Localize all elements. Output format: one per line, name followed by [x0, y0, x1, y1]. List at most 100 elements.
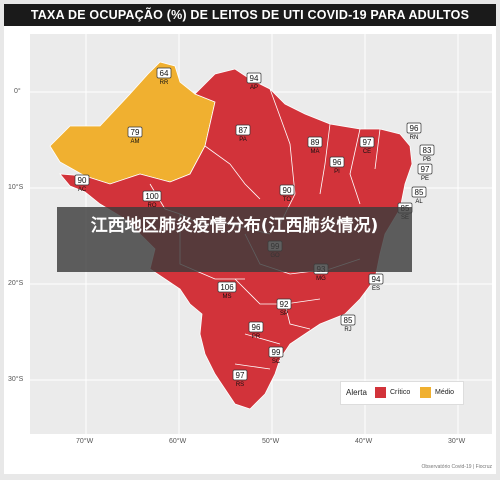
state-value: 96 [410, 124, 419, 133]
state-value: 85 [344, 316, 353, 325]
state-label-ro: 100 RO [142, 190, 162, 209]
y-tick-30s: 30°S [8, 376, 24, 383]
state-value: 96 [333, 158, 342, 167]
state-uf: RJ [344, 327, 351, 333]
state-uf: PE [421, 176, 429, 182]
state-value: 97 [363, 138, 372, 147]
credit: Observatório Covid-19 | Fiocruz [421, 464, 493, 470]
state-uf: AC [78, 187, 87, 193]
state-label-box [329, 156, 345, 168]
state-label-rj: 85 RJ [340, 314, 356, 333]
state-label-ce: 97 CE [359, 136, 375, 155]
state-label-box [232, 369, 248, 381]
state-label-ms: 106 MS [217, 281, 237, 300]
state-label-box [340, 314, 356, 326]
state-label-box [246, 72, 262, 84]
state-label-pa: 87 PA [235, 124, 251, 143]
state-uf: RR [160, 80, 169, 86]
state-uf: MG [316, 276, 326, 282]
state-label-box [235, 124, 251, 136]
state-label-box [268, 346, 284, 358]
x-tick-50w: 50°W [262, 438, 280, 445]
state-uf: SC [272, 359, 281, 365]
state-uf: MA [311, 149, 320, 155]
state-value: 99 [272, 348, 281, 357]
legend: Alerta Crítico Médio [340, 381, 464, 405]
state-uf: PR [252, 334, 261, 340]
state-label-box [142, 190, 162, 202]
y-tick-10s: 10°S [8, 184, 24, 191]
state-label-to: 90 TO [279, 184, 295, 203]
state-uf: RS [236, 382, 244, 388]
state-uf: MS [223, 294, 232, 300]
x-tick-60w: 60°W [169, 438, 187, 445]
legend-label-critico: Crítico [390, 389, 411, 396]
state-uf: AM [131, 139, 140, 145]
legend-label-medio: Médio [435, 389, 455, 396]
legend-title: Alerta [346, 388, 367, 397]
state-value: 94 [250, 74, 259, 83]
state-label-box [279, 184, 295, 196]
legend-swatch-critico [375, 387, 386, 398]
state-label-es: 94 ES [368, 273, 384, 292]
state-label-pe: 97 PE [417, 163, 433, 182]
y-tick-0: 0° [14, 88, 21, 95]
state-value: 79 [131, 128, 140, 137]
state-label-al: 85 AL [411, 186, 427, 205]
state-label-pr: 96 PR [248, 321, 264, 340]
state-label-rr: 64 RR [156, 67, 172, 86]
state-label-box [307, 136, 323, 148]
state-uf: CE [363, 149, 371, 155]
state-label-box [74, 174, 90, 186]
state-value: 90 [283, 186, 292, 195]
state-uf: PB [423, 157, 431, 163]
state-uf: ES [372, 286, 380, 292]
state-uf: RN [410, 135, 419, 141]
state-label-box [359, 136, 375, 148]
state-value: 94 [372, 275, 381, 284]
state-value: 90 [78, 176, 87, 185]
state-label-ma: 89 MA [307, 136, 323, 155]
state-label-rn: 96 RN [406, 122, 422, 141]
x-tick-70w: 70°W [76, 438, 94, 445]
x-tick-40w: 40°W [355, 438, 373, 445]
state-value: 97 [421, 165, 430, 174]
state-uf: TO [283, 197, 292, 203]
state-value: 89 [311, 138, 320, 147]
state-label-sc: 99 SC [268, 346, 284, 365]
state-label-box [411, 186, 427, 198]
state-value: 100 [145, 192, 159, 201]
overlay-banner: 江西地区肺炎疫情分布(江西肺炎情况) [57, 207, 412, 272]
state-value: 96 [252, 323, 261, 332]
state-label-box [156, 67, 172, 79]
map-title: TAXA DE OCUPAÇÃO (%) DE LEITOS DE UTI CO… [4, 4, 496, 26]
state-uf: SP [280, 311, 288, 317]
state-uf: PI [334, 169, 340, 175]
region-amazonas-roraima [49, 61, 216, 185]
state-value: 85 [415, 188, 424, 197]
state-value: 64 [160, 69, 169, 78]
state-uf: PA [239, 137, 247, 143]
y-tick-20s: 20°S [8, 280, 24, 287]
state-value: 106 [220, 283, 234, 292]
state-value: 97 [236, 371, 245, 380]
legend-swatch-medio [420, 387, 431, 398]
state-label-rs: 97 RS [232, 369, 248, 388]
state-value: 92 [280, 300, 289, 309]
state-label-box [217, 281, 237, 293]
state-label-box [406, 122, 422, 134]
state-uf: AL [415, 199, 423, 205]
state-label-am: 79 AM [127, 126, 143, 145]
state-label-sp: 92 SP [276, 298, 292, 317]
state-uf: AP [250, 85, 258, 91]
state-label-box [248, 321, 264, 333]
state-uf: RO [148, 203, 157, 209]
state-label-box [127, 126, 143, 138]
state-label-pi: 96 PI [329, 156, 345, 175]
state-value: 87 [239, 126, 248, 135]
state-label-box [419, 144, 435, 156]
state-label-ac: 90 AC [74, 174, 90, 193]
state-value: 83 [423, 146, 432, 155]
state-label-box [368, 273, 384, 285]
x-tick-30w: 30°W [448, 438, 466, 445]
